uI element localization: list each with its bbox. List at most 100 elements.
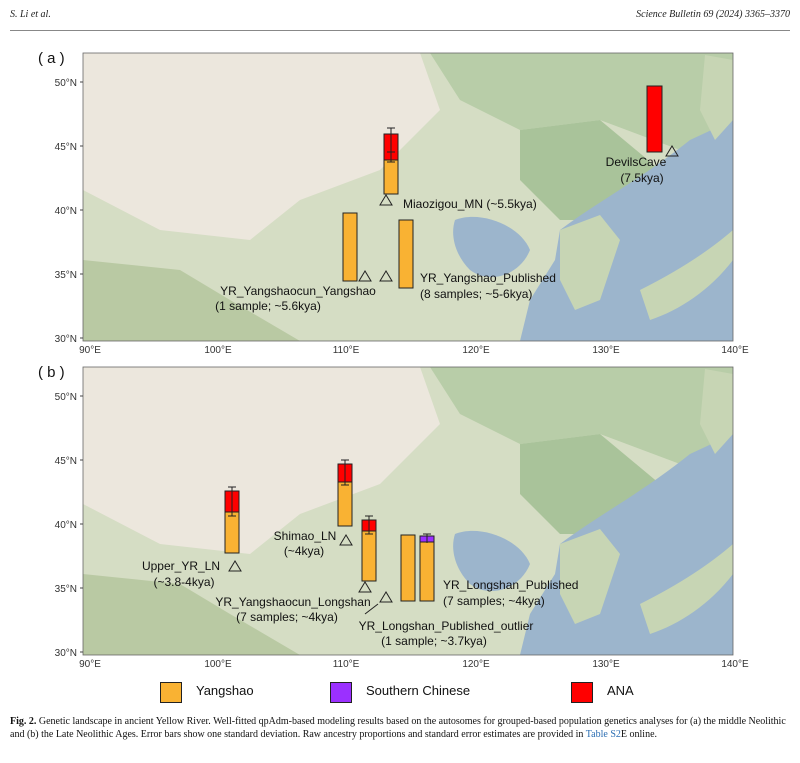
lat-tick-label: 50°N	[55, 392, 77, 403]
panel-a-labels: Miaozigou_MN (~5.5kya) DevilsCave (7.5ky…	[215, 155, 667, 313]
panel-b-basemap	[83, 367, 733, 655]
japan-islands	[640, 544, 733, 634]
lat-tick-label: 35°N	[55, 270, 77, 281]
caption-table-link[interactable]: Table S2	[585, 729, 621, 740]
panel-b-lat-axis: 30°N 35°N 40°N 45°N 50°N	[55, 392, 83, 659]
legend-label-southern-chinese: Southern Chinese	[366, 683, 471, 698]
lat-tick-label: 40°N	[55, 206, 77, 217]
site-triangle-longshan	[379, 591, 393, 603]
lat-tick-label: 35°N	[55, 584, 77, 595]
header-rule	[10, 30, 790, 31]
bar-devilscave-ana	[646, 85, 663, 153]
lon-tick-label: 120°E	[462, 659, 490, 670]
caption-text: Genetic landscape in ancient Yellow Rive…	[10, 716, 786, 740]
caption-tail: E online.	[620, 729, 658, 740]
desert-region	[83, 53, 440, 240]
running-header-authors: S. Li et al.	[10, 9, 51, 20]
label-yangshaocun-yangshao: YR_Yangshaocun_Yangshao	[220, 284, 376, 298]
lat-tick-label: 45°N	[55, 456, 77, 467]
panel-a-lat-axis: 30°N 35°N 40°N 45°N 50°N	[55, 78, 83, 345]
japan-islands	[640, 230, 733, 320]
site-triangle-yangshao-published	[379, 270, 393, 282]
bar-shimao-yangshao	[337, 481, 353, 527]
panel-a-markers	[342, 85, 679, 289]
lon-tick-label: 110°E	[333, 659, 360, 670]
figure-caption: Fig. 2. Genetic landscape in ancient Yel…	[10, 715, 790, 741]
lon-tick-label: 90°E	[79, 659, 101, 670]
sakhalin-coast	[700, 55, 733, 140]
label-yangshao-published-sub: (8 samples; ~5-6kya)	[420, 287, 532, 301]
lon-tick-label: 100°E	[204, 345, 232, 356]
running-header-journal: Science Bulletin 69 (2024) 3365–3370	[636, 9, 790, 20]
site-triangle-yangshaocun	[358, 270, 372, 282]
site-triangle-yangshaocun-longshan	[358, 581, 372, 593]
legend: Yangshao Southern Chinese ANA	[0, 680, 800, 706]
label-yangshao-published: YR_Yangshao_Published	[420, 271, 556, 285]
label-shimao-age: (~4kya)	[284, 544, 324, 558]
lat-tick-label: 30°N	[55, 648, 77, 659]
bar-longshan-outlier-yangshao	[419, 541, 435, 602]
panel-b-frame	[82, 366, 734, 656]
label-miaozigou: Miaozigou_MN (~5.5kya)	[403, 197, 537, 211]
korea-peninsula	[560, 215, 620, 310]
label-yangshaocun-longshan-sub: (7 samples; ~4kya)	[236, 610, 338, 624]
panel-b-labels: Shimao_LN (~4kya) Upper_YR_LN (~3.8-4kya…	[142, 529, 578, 648]
legend-swatch-southern-chinese	[330, 682, 352, 703]
plateau-region	[83, 260, 300, 341]
panel-a-label: ( a )	[38, 50, 65, 67]
panel-a-lon-axis: 90°E 100°E 110°E 120°E 130°E 140°E	[79, 345, 749, 356]
label-longshan-outlier: YR_Longshan_Published_outlier	[359, 619, 534, 633]
lon-tick-label: 90°E	[79, 345, 101, 356]
lat-tick-label: 45°N	[55, 142, 77, 153]
legend-label-yangshao: Yangshao	[196, 683, 254, 698]
bar-yangshao-published	[398, 219, 414, 289]
label-yangshaocun-yangshao-sub: (1 sample; ~5.6kya)	[215, 299, 321, 313]
bar-yangshaocun-yangshao	[342, 212, 358, 282]
panel-b-lon-axis: 90°E 100°E 110°E 120°E 130°E 140°E	[79, 659, 749, 670]
bar-longshan-published	[400, 534, 416, 602]
lon-tick-label: 140°E	[721, 659, 749, 670]
lat-tick-label: 40°N	[55, 520, 77, 531]
lon-tick-label: 140°E	[721, 345, 749, 356]
site-triangle-devilscave	[665, 145, 679, 157]
panel-a-frame	[82, 52, 734, 342]
label-shimao: Shimao_LN	[274, 529, 337, 543]
lat-tick-label: 30°N	[55, 334, 77, 345]
label-devilscave-age: (7.5kya)	[620, 171, 663, 185]
label-longshan-outlier-sub: (1 sample; ~3.7kya)	[381, 634, 487, 648]
bar-upper-yr-ln-yangshao	[224, 511, 240, 554]
lon-tick-label: 130°E	[592, 345, 620, 356]
panel-b-label: ( b )	[38, 364, 65, 381]
label-upper-yr-ln: Upper_YR_LN	[142, 559, 220, 573]
sakhalin-coast	[700, 369, 733, 454]
lon-tick-label: 120°E	[462, 345, 490, 356]
korea-peninsula	[560, 529, 620, 624]
lat-tick-label: 50°N	[55, 78, 77, 89]
label-longshan-published: YR_Longshan_Published	[443, 578, 578, 592]
lon-tick-label: 130°E	[592, 659, 620, 670]
leader-line-outlier	[364, 603, 379, 615]
plateau-region	[83, 574, 300, 655]
label-devilscave: DevilsCave	[606, 155, 667, 169]
bar-miaozigou-yangshao	[383, 159, 399, 195]
lon-tick-label: 100°E	[204, 659, 232, 670]
desert-region	[83, 367, 440, 554]
legend-label-ana: ANA	[607, 683, 634, 698]
panel-b-map: 30°N 35°N 40°N 45°N 50°N 90°E 100°E 110°…	[55, 366, 749, 670]
legend-swatch-yangshao	[160, 682, 182, 703]
bohai-sea	[453, 216, 530, 278]
lon-tick-label: 110°E	[333, 345, 360, 356]
site-triangle-shimao	[339, 534, 353, 546]
caption-fig-number: Fig. 2.	[10, 716, 37, 727]
label-upper-yr-ln-age: (~3.8-4kya)	[153, 575, 214, 589]
label-yangshaocun-longshan: YR_Yangshaocun_Longshan	[215, 595, 370, 609]
bohai-sea	[453, 530, 530, 592]
site-triangle-miaozigou	[379, 194, 393, 206]
bar-yangshaocun-longshan-yangshao	[361, 530, 377, 582]
forest-region	[430, 367, 733, 464]
panel-b-markers	[224, 459, 435, 615]
label-longshan-published-sub: (7 samples; ~4kya)	[443, 594, 545, 608]
site-triangle-upper-yr-ln	[228, 560, 242, 572]
panel-a-basemap	[83, 53, 733, 341]
panel-a-map: 30°N 35°N 40°N 45°N 50°N 90°E 100°E 110°…	[55, 52, 749, 356]
